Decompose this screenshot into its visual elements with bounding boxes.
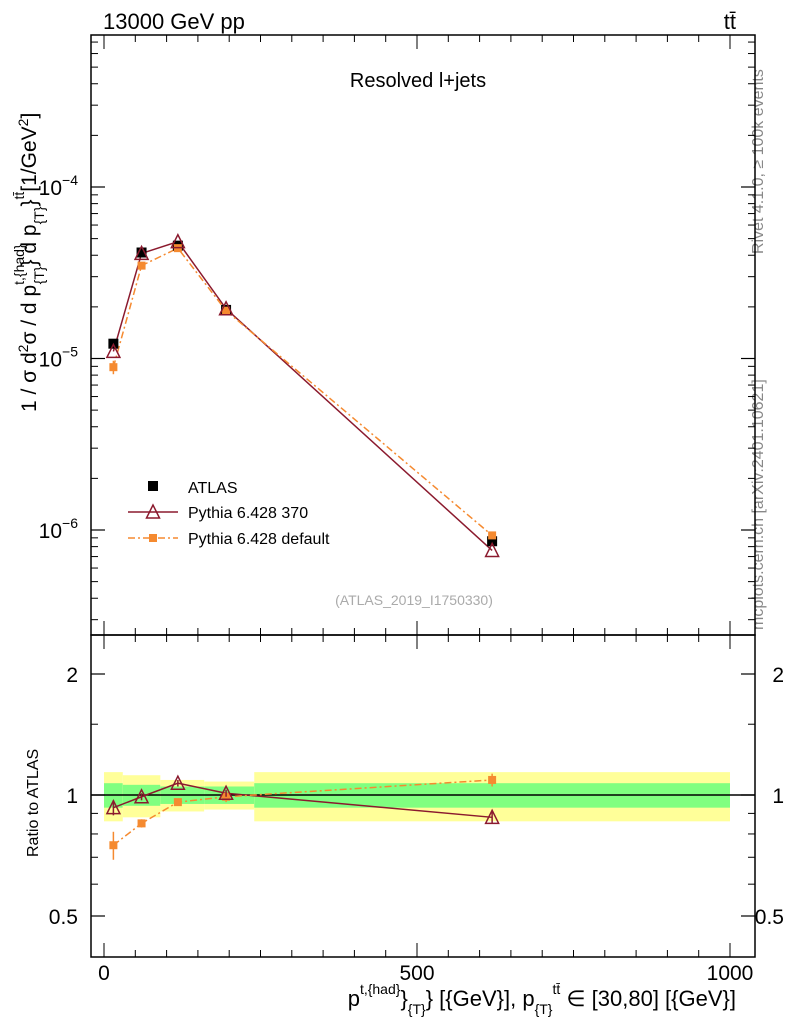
pythia-default-point bbox=[488, 531, 497, 540]
panel-label: Resolved l+jets bbox=[350, 70, 486, 92]
process-label: tt̄ bbox=[724, 9, 736, 34]
atlas-point bbox=[136, 247, 147, 258]
main-axis-ticks: 10−6 10−5 10−4 bbox=[39, 35, 755, 635]
ratio-pythia370-point bbox=[133, 788, 150, 804]
x-tick-label: 1000 bbox=[707, 962, 754, 985]
ratio-pythia-default-point bbox=[137, 819, 146, 828]
ratio-y-tick-label: 0.5 bbox=[49, 906, 78, 929]
pythia-default-point bbox=[222, 306, 231, 315]
ratio-panel: 0 500 1000 0.5 0.5 1 1 2 2 Ratio to ATLAS bbox=[25, 634, 784, 985]
ratio-y-tick-label-right: 2 bbox=[772, 664, 784, 687]
pythia-default-point bbox=[137, 261, 146, 270]
legend-pythia-default-label: Pythia 6.428 default bbox=[188, 531, 330, 548]
ratio-y-tick-label-right: 0.5 bbox=[755, 906, 784, 929]
mcplots-label: mcplots.cern.ch [arXiv:2401.10621] bbox=[750, 379, 767, 630]
legend-pythia370-marker bbox=[145, 503, 161, 519]
legend-atlas-marker bbox=[148, 481, 158, 491]
ratio-series bbox=[105, 773, 500, 860]
ratio-y-tick-label: 1 bbox=[66, 785, 78, 808]
ratio-pythia-default-point bbox=[173, 798, 182, 807]
main-y-tick-label: 10−6 bbox=[39, 515, 79, 543]
ratio-y-tick-label-right: 1 bbox=[772, 785, 784, 808]
ratio-bands bbox=[91, 772, 755, 822]
atlas-point bbox=[487, 536, 498, 547]
ratio-frame bbox=[90, 634, 756, 958]
legend-atlas-label: ATLAS bbox=[188, 480, 238, 497]
x-tick-label: 500 bbox=[399, 962, 434, 985]
pythia-default-line bbox=[112, 247, 493, 536]
x-tick-label: 0 bbox=[98, 962, 110, 985]
ratio-axis-ticks: 0 500 1000 0.5 0.5 1 1 2 2 bbox=[49, 635, 784, 985]
main-y-tick-label: 10−5 bbox=[39, 344, 79, 372]
main-series bbox=[105, 232, 500, 558]
x-axis-label: pt,{had}}{T}} [{GeV}], p{T}tt̄ ∈ [30,80]… bbox=[348, 981, 736, 1017]
pythia370-point bbox=[218, 300, 234, 316]
rivet-version-label: Rivet 4.1.0, ≥ 100k events bbox=[750, 69, 767, 254]
analysis-id: (ATLAS_2019_I1750330) bbox=[335, 592, 493, 608]
legend-pythia370-label: Pythia 6.428 370 bbox=[188, 505, 308, 522]
beam-label: 13000 GeV pp bbox=[103, 9, 245, 34]
ratio-y-tick-label: 2 bbox=[66, 664, 78, 687]
ratio-y-axis-label: Ratio to ATLAS bbox=[25, 749, 42, 857]
main-panel: 10−6 10−5 10−4 Resolved l+jets (ATLAS_2019… bbox=[11, 34, 756, 636]
ratio-pythia370-point bbox=[105, 798, 122, 815]
pythia370-point bbox=[170, 232, 186, 249]
ratio-pythia-default-point bbox=[109, 841, 118, 850]
main-y-axis-label: 1 / σ d2σ / d pt,{had} {T}} d p{T}}tt̄[1/… bbox=[11, 113, 47, 412]
ratio-pythia370-point bbox=[170, 774, 186, 790]
main-y-tick-label: 10−4 bbox=[39, 172, 79, 200]
pythia-default-point bbox=[109, 363, 118, 372]
ratio-pythia-default-point bbox=[488, 775, 497, 784]
pythia370-point bbox=[105, 342, 122, 359]
ratio-pythia370-point bbox=[484, 808, 500, 825]
pythia370-point bbox=[133, 244, 150, 261]
legend-pythia-default-marker bbox=[149, 534, 157, 542]
pythia370-point bbox=[484, 541, 500, 558]
ratio-pythia370-point bbox=[218, 784, 234, 801]
legend: ATLAS Pythia 6.428 370 Pythia 6.428 defa… bbox=[128, 480, 330, 548]
